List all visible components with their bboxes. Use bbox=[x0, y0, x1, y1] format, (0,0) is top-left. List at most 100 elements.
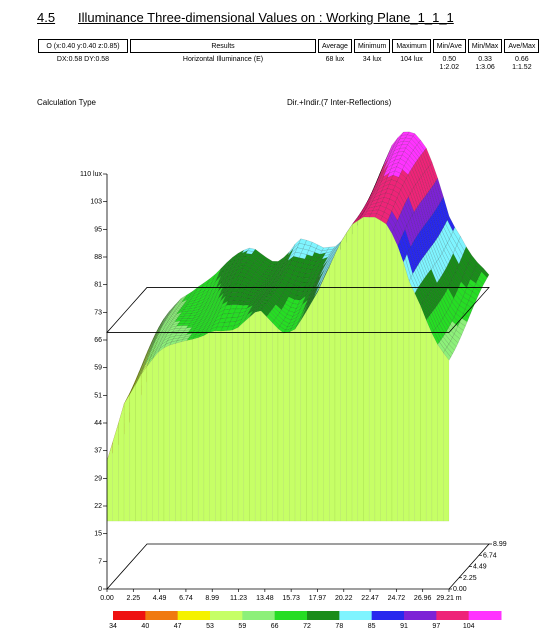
z-tick-label: 103 bbox=[90, 199, 102, 206]
surface-skirt-cell bbox=[323, 266, 330, 522]
x-tick-label: 26.96 bbox=[414, 595, 432, 602]
header-average: Average bbox=[318, 39, 352, 53]
surface-skirt-cell bbox=[391, 233, 398, 522]
surface-skirt-cell bbox=[260, 310, 267, 522]
surface-skirt-cell bbox=[277, 328, 284, 522]
legend-swatch bbox=[468, 611, 502, 620]
surface-skirt-cell bbox=[249, 311, 256, 522]
calculation-type-value: Dir.+Indir.(7 Inter-Reflections) bbox=[287, 98, 392, 107]
surface-skirt-cell bbox=[180, 340, 187, 522]
y-tick-label: 2.25 bbox=[463, 575, 477, 582]
cell-grid: DX:0.58 DY:0.58 bbox=[56, 56, 110, 63]
section-number: 4.5 bbox=[37, 10, 56, 25]
x-tick-label: 11.23 bbox=[230, 595, 247, 602]
surface-skirt-cell bbox=[175, 341, 182, 522]
x-tick-label: 29.21 m bbox=[436, 595, 461, 602]
surface-skirt-cell bbox=[198, 335, 205, 522]
surface-cell bbox=[448, 340, 457, 351]
legend-swatch bbox=[307, 611, 340, 620]
legend-value: 85 bbox=[368, 623, 376, 630]
surface-skirt-cell bbox=[158, 347, 165, 522]
legend-swatch bbox=[210, 611, 243, 620]
surface-cell bbox=[481, 267, 490, 279]
min-ave-fraction: 1:2.02 bbox=[439, 64, 459, 71]
surface-skirt-cell bbox=[386, 223, 393, 522]
surface-skirt-cell bbox=[289, 329, 296, 522]
surface-skirt-cell bbox=[118, 403, 125, 522]
cell-result: Horizontal Illuminance (E) bbox=[182, 56, 264, 63]
x-tick-label: 8.99 bbox=[205, 595, 219, 602]
surface-skirt-cell bbox=[403, 262, 410, 522]
z-tick-label: 59 bbox=[94, 365, 102, 372]
surface-skirt-cell bbox=[152, 351, 159, 522]
surface-skirt-cell bbox=[380, 220, 387, 522]
z-tick-label: 15 bbox=[94, 531, 102, 538]
x-tick-label: 22.47 bbox=[361, 595, 379, 602]
z-tick-label: 110 lux bbox=[80, 171, 103, 178]
surface-cell bbox=[463, 309, 472, 318]
surface-skirt-cell bbox=[357, 216, 364, 522]
surface-skirt-cell bbox=[255, 310, 262, 522]
legend-value: 97 bbox=[432, 623, 440, 630]
legend-swatch bbox=[113, 611, 146, 620]
surface-cell bbox=[472, 287, 481, 297]
surface-cell bbox=[446, 343, 455, 355]
y-tick-label: 6.74 bbox=[483, 552, 497, 559]
legend-swatch bbox=[339, 611, 373, 620]
surface-skirt-cell bbox=[129, 384, 136, 522]
surface-skirt-cell bbox=[141, 366, 148, 522]
surface-skirt-cell bbox=[346, 223, 353, 522]
min-ave-ratio: 0.50 bbox=[442, 56, 457, 63]
x-tick-label: 13.48 bbox=[256, 595, 274, 602]
x-tick-label: 0.00 bbox=[100, 595, 114, 602]
surface-skirt-cell bbox=[363, 216, 370, 522]
legend-value: 59 bbox=[238, 623, 246, 630]
x-tick-label: 4.49 bbox=[153, 595, 167, 602]
legend-value: 47 bbox=[174, 623, 182, 630]
legend-swatch bbox=[371, 611, 405, 620]
header-min-max: Min/Max bbox=[467, 39, 503, 53]
header-min-ave: Min/Ave bbox=[432, 39, 466, 53]
z-tick-label: 29 bbox=[94, 475, 102, 482]
legend-value: 66 bbox=[271, 623, 279, 630]
surface-skirt-cell bbox=[146, 358, 153, 522]
surface-cell bbox=[464, 304, 473, 314]
surface-skirt-cell bbox=[283, 331, 290, 522]
surface-skirt-cell bbox=[312, 291, 319, 522]
x-tick-label: 6.74 bbox=[179, 595, 193, 602]
legend-value: 78 bbox=[335, 623, 343, 630]
base-plane-outline bbox=[106, 543, 490, 590]
surface-cell bbox=[477, 275, 486, 285]
y-tick-label: 0.00 bbox=[453, 586, 467, 593]
z-tick-label: 7 bbox=[98, 558, 102, 565]
z-tick-label: 0 bbox=[98, 586, 102, 593]
header-results: Results bbox=[130, 39, 316, 53]
header-maximum: Maximum bbox=[392, 39, 431, 53]
z-tick-label: 81 bbox=[94, 282, 102, 289]
surface-skirt-cell bbox=[226, 329, 233, 522]
cell-minimum: 34 lux bbox=[362, 56, 382, 63]
z-tick-label: 51 bbox=[94, 392, 102, 399]
surface-skirt-cell bbox=[272, 322, 279, 522]
surface-skirt-cell bbox=[334, 242, 341, 522]
min-max-fraction: 1:3.06 bbox=[475, 64, 495, 71]
color-legend: 34 40 47 53 59 66 72 78 85 91 97 104 bbox=[109, 611, 502, 630]
surface-skirt-cell bbox=[163, 344, 170, 522]
min-max-ratio: 0.33 bbox=[478, 56, 492, 63]
legend-value: 72 bbox=[303, 623, 311, 630]
x-tick-label: 20.22 bbox=[335, 595, 353, 602]
z-tick-label: 22 bbox=[94, 503, 102, 510]
surface-skirt-cell bbox=[374, 217, 381, 522]
z-tick-label: 73 bbox=[94, 309, 102, 316]
surface-skirt-cell bbox=[443, 352, 450, 522]
ave-max-fraction: 1:1.52 bbox=[512, 64, 532, 71]
surface-skirt-cell bbox=[294, 320, 301, 522]
legend-swatch bbox=[145, 611, 179, 620]
surface-skirt-cell bbox=[340, 232, 347, 522]
cell-min-ave: 0.50 1:2.02 bbox=[433, 53, 466, 72]
surface-skirt-cell bbox=[169, 343, 176, 522]
z-tick-label: 66 bbox=[94, 337, 102, 344]
calculation-type-label: Calculation Type bbox=[37, 98, 96, 107]
surface-skirt-cell bbox=[306, 300, 313, 522]
surface-skirt-cell bbox=[300, 310, 307, 522]
